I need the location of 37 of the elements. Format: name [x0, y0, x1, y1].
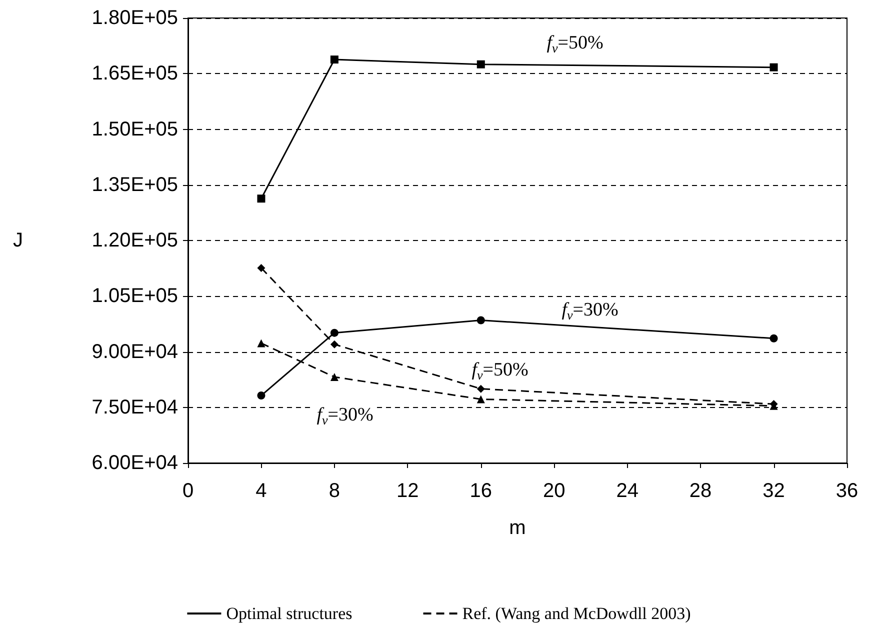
- x-tick-label: 4: [256, 480, 267, 502]
- x-axis-title: m: [509, 517, 526, 539]
- point: [770, 63, 778, 72]
- y-tick-label: 1.50E+05: [92, 118, 178, 140]
- y-tick-label: 1.05E+05: [92, 285, 178, 308]
- point: [476, 395, 485, 404]
- point: [476, 384, 485, 393]
- y-tick-label: 1.65E+05: [92, 62, 178, 85]
- x-tick-label: 24: [616, 480, 638, 502]
- legend-label: Optimal structures: [226, 604, 352, 623]
- x-tick-label: 32: [762, 480, 785, 502]
- point: [330, 56, 338, 64]
- point: [330, 340, 338, 348]
- y-tick-label: 6.00E+04: [92, 452, 178, 474]
- y-tick-label: 1.35E+05: [92, 174, 178, 196]
- point: [257, 194, 266, 203]
- point: [476, 60, 485, 68]
- y-tick-label: 7.50E+04: [92, 396, 178, 418]
- x-tick-label: 0: [182, 480, 194, 502]
- x-tick-label: 28: [689, 480, 712, 502]
- point: [330, 372, 338, 381]
- x-tick-label: 36: [836, 480, 858, 502]
- point: [476, 316, 485, 324]
- point: [257, 392, 266, 400]
- point: [257, 339, 266, 348]
- point: [257, 264, 266, 272]
- legend-label: Ref. (Wang and McDowdll 2003): [462, 604, 691, 623]
- y-tick-label: 1.80E+05: [92, 7, 178, 29]
- x-tick-label: 16: [470, 480, 492, 502]
- x-tick-label: 20: [542, 480, 566, 502]
- y-tick-label: 1.20E+05: [92, 230, 178, 252]
- point: [330, 328, 338, 337]
- point: [770, 334, 778, 342]
- x-tick-label: 12: [396, 480, 419, 502]
- y-axis-title: J: [13, 230, 23, 252]
- y-tick-label: 9.00E+04: [92, 340, 178, 363]
- x-tick-label: 8: [328, 480, 340, 502]
